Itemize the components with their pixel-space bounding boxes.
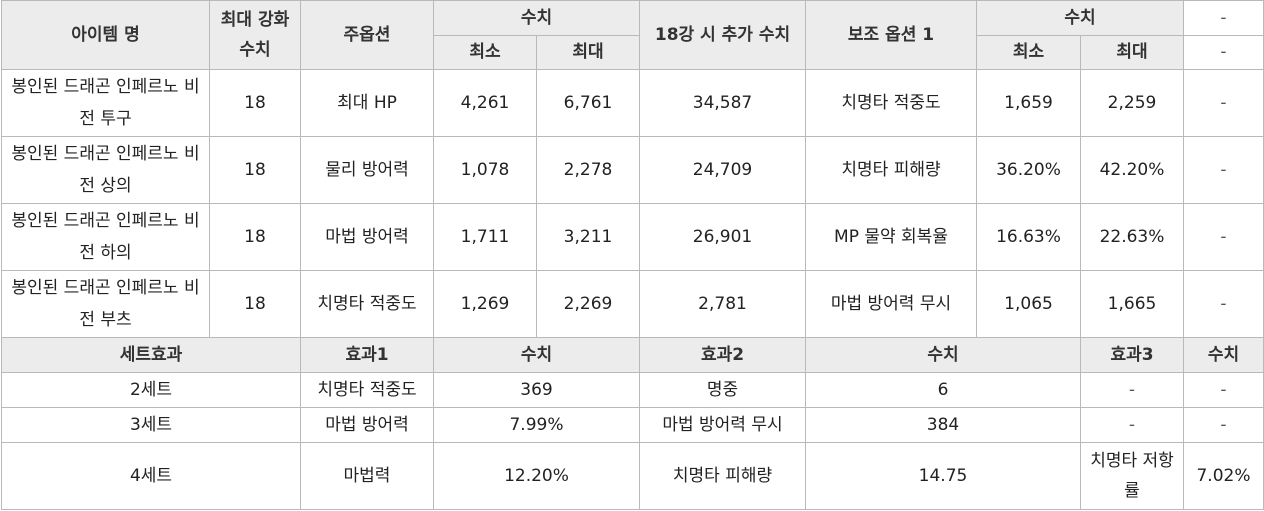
- header-main-max: 최대: [536, 35, 640, 70]
- header-extra-1: -: [1183, 0, 1264, 36]
- main-option: 물리 방어력: [300, 136, 434, 204]
- extra: -: [1183, 69, 1264, 137]
- bonus-18: 24,709: [639, 136, 806, 204]
- set-effect-2: 치명타 피해량: [639, 442, 806, 510]
- max-enhance: 18: [209, 69, 301, 137]
- sub-option: 마법 방어력 무시: [805, 270, 977, 338]
- set-header-row: 세트효과 효과1 수치 효과2 수치 효과3 수치: [1, 337, 1264, 373]
- header-value-1: 수치: [433, 337, 640, 373]
- main-min: 4,261: [433, 69, 537, 137]
- set-effect-3: 치명타 저항률: [1080, 442, 1184, 510]
- main-min: 1,078: [433, 136, 537, 204]
- set-value-1: 369: [433, 372, 640, 408]
- sub-min: 16.63%: [976, 203, 1081, 271]
- set-value-3: -: [1183, 407, 1264, 443]
- set-effect-3: -: [1080, 372, 1184, 408]
- sub-max: 42.20%: [1080, 136, 1184, 204]
- set-value-3: -: [1183, 372, 1264, 408]
- sub-min: 1,065: [976, 270, 1081, 338]
- item-name: 봉인된 드래곤 인페르노 비전 하의: [1, 203, 210, 271]
- extra: -: [1183, 136, 1264, 204]
- set-value-3: 7.02%: [1183, 442, 1264, 510]
- header-item-name: 아이템 명: [1, 0, 210, 70]
- header-set-effect: 세트효과: [1, 337, 301, 373]
- set-effect-2: 명중: [639, 372, 806, 408]
- table-row: 봉인된 드래곤 인페르노 비전 하의 18 마법 방어력 1,711 3,211…: [1, 203, 1264, 271]
- table-row: 봉인된 드래곤 인페르노 비전 투구 18 최대 HP 4,261 6,761 …: [1, 69, 1264, 137]
- main-max: 2,278: [536, 136, 640, 204]
- extra: -: [1183, 270, 1264, 338]
- header-bonus-18: 18강 시 추가 수치: [639, 0, 806, 70]
- extra: -: [1183, 203, 1264, 271]
- main-option: 최대 HP: [300, 69, 434, 137]
- header-extra-2: -: [1183, 35, 1264, 70]
- item-name: 봉인된 드래곤 인페르노 비전 상의: [1, 136, 210, 204]
- item-name: 봉인된 드래곤 인페르노 비전 투구: [1, 69, 210, 137]
- set-effect-3: -: [1080, 407, 1184, 443]
- header-row-1: 아이템 명 최대 강화 수치 주옵션 수치 18강 시 추가 수치 보조 옵션 …: [1, 0, 1264, 70]
- bonus-18: 2,781: [639, 270, 806, 338]
- header-effect-1: 효과1: [300, 337, 434, 373]
- header-sub-option-1: 보조 옵션 1: [805, 0, 977, 70]
- header-value-2: 수치: [805, 337, 1081, 373]
- max-enhance: 18: [209, 203, 301, 271]
- sub-option: 치명타 피해량: [805, 136, 977, 204]
- bonus-18: 34,587: [639, 69, 806, 137]
- main-max: 6,761: [536, 69, 640, 137]
- header-value-3: 수치: [1183, 337, 1264, 373]
- table-row: 봉인된 드래곤 인페르노 비전 부츠 18 치명타 적중도 1,269 2,26…: [1, 270, 1264, 338]
- header-main-option: 주옵션: [300, 0, 434, 70]
- sub-option: MP 물약 회복율: [805, 203, 977, 271]
- set-effect-2: 마법 방어력 무시: [639, 407, 806, 443]
- header-main-min: 최소: [433, 35, 537, 70]
- sub-min: 36.20%: [976, 136, 1081, 204]
- max-enhance: 18: [209, 136, 301, 204]
- set-value-2: 6: [805, 372, 1081, 408]
- sub-option: 치명타 적중도: [805, 69, 977, 137]
- main-min: 1,269: [433, 270, 537, 338]
- bonus-18: 26,901: [639, 203, 806, 271]
- set-row: 4세트 마법력 12.20% 치명타 피해량 14.75 치명타 저항률 7.0…: [1, 442, 1264, 510]
- set-count: 3세트: [1, 407, 301, 443]
- header-row-2: 최소 최대 최소 최대 -: [2, 35, 1264, 70]
- main-option: 치명타 적중도: [300, 270, 434, 338]
- set-effect-1: 마법 방어력: [300, 407, 434, 443]
- main-min: 1,711: [433, 203, 537, 271]
- set-value-2: 384: [805, 407, 1081, 443]
- main-max: 2,269: [536, 270, 640, 338]
- header-sub-value: 수치: [976, 0, 1184, 36]
- main-option: 마법 방어력: [300, 203, 434, 271]
- set-value-1: 7.99%: [433, 407, 640, 443]
- header-sub-max: 최대: [1080, 35, 1184, 70]
- set-row: 2세트 치명타 적중도 369 명중 6 - -: [1, 372, 1264, 408]
- header-main-value: 수치: [433, 0, 640, 36]
- sub-max: 1,665: [1080, 270, 1184, 338]
- set-count: 4세트: [1, 442, 301, 510]
- table-row: 봉인된 드래곤 인페르노 비전 상의 18 물리 방어력 1,078 2,278…: [1, 136, 1264, 204]
- header-max-enhance: 최대 강화 수치: [209, 0, 301, 70]
- sub-max: 22.63%: [1080, 203, 1184, 271]
- main-max: 3,211: [536, 203, 640, 271]
- sub-min: 1,659: [976, 69, 1081, 137]
- set-value-2: 14.75: [805, 442, 1081, 510]
- header-sub-min: 최소: [976, 35, 1081, 70]
- max-enhance: 18: [209, 270, 301, 338]
- sub-max: 2,259: [1080, 69, 1184, 137]
- header-effect-2: 효과2: [639, 337, 806, 373]
- set-effect-1: 치명타 적중도: [300, 372, 434, 408]
- set-value-1: 12.20%: [433, 442, 640, 510]
- set-effect-1: 마법력: [300, 442, 434, 510]
- header-effect-3: 효과3: [1080, 337, 1184, 373]
- item-name: 봉인된 드래곤 인페르노 비전 부츠: [1, 270, 210, 338]
- set-row: 3세트 마법 방어력 7.99% 마법 방어력 무시 384 - -: [1, 407, 1264, 443]
- set-count: 2세트: [1, 372, 301, 408]
